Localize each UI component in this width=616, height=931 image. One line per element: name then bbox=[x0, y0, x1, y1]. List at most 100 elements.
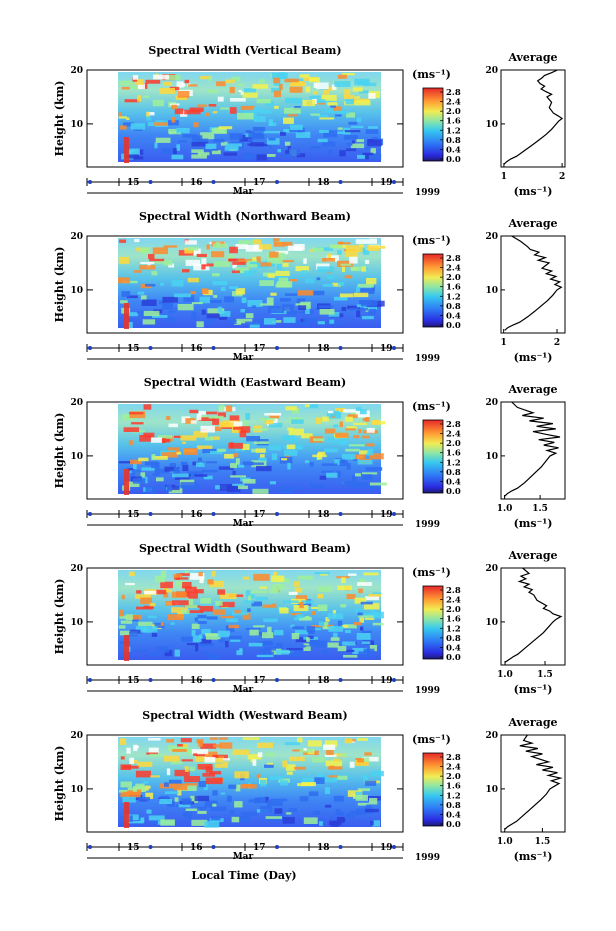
heatmap-cell bbox=[344, 250, 359, 257]
heatmap-cell bbox=[366, 278, 377, 285]
heatmap-cell bbox=[219, 311, 231, 317]
heatmap-cell bbox=[340, 604, 346, 608]
heatmap-cell bbox=[220, 287, 226, 292]
heatmap-cell bbox=[200, 75, 212, 80]
profile-line bbox=[504, 235, 563, 331]
heatmap-cell bbox=[278, 72, 286, 79]
heatmap-cell bbox=[279, 608, 289, 614]
heatmap-cell bbox=[292, 81, 304, 86]
colorbar-tick-label: 0.0 bbox=[446, 820, 461, 830]
profile-y-tick-label: 10 bbox=[485, 452, 498, 462]
x-minor-tick bbox=[88, 678, 92, 682]
heatmap-cell bbox=[282, 435, 296, 441]
heatmap-cell bbox=[191, 302, 203, 305]
heatmap-cell bbox=[173, 466, 180, 474]
heatmap-cell bbox=[228, 442, 243, 449]
heatmap-cell bbox=[245, 244, 262, 252]
heatmap-cell bbox=[363, 250, 370, 255]
heatmap-cell bbox=[269, 251, 279, 258]
heatmap-cell bbox=[170, 622, 175, 625]
heatmap-cell bbox=[146, 116, 152, 121]
heatmap-cell bbox=[201, 628, 211, 635]
heatmap-cell bbox=[186, 610, 204, 613]
heatmap-cell bbox=[259, 79, 265, 84]
heatmap-cell bbox=[357, 758, 364, 763]
heatmap-cell bbox=[298, 290, 314, 296]
colorbar-unit: (ms⁻¹) bbox=[412, 68, 451, 81]
heatmap-cell bbox=[296, 298, 306, 304]
heatmap-cell bbox=[185, 768, 189, 772]
heatmap-cells bbox=[118, 570, 384, 660]
heatmap-cell bbox=[354, 597, 367, 604]
heatmap-cell bbox=[305, 278, 315, 284]
heatmap-cell bbox=[249, 629, 259, 636]
profile-x-tick-label: 1 bbox=[501, 338, 507, 348]
heatmap-cell bbox=[275, 250, 289, 255]
heatmap-cell bbox=[168, 263, 175, 268]
heatmap-cell bbox=[127, 312, 138, 317]
heatmap-cell bbox=[312, 454, 327, 458]
heatmap-cell bbox=[233, 815, 250, 823]
heatmap-cell bbox=[355, 473, 361, 477]
heatmap-cell bbox=[219, 484, 235, 491]
heatmap-cell bbox=[355, 100, 371, 106]
heatmap-cell bbox=[187, 277, 199, 283]
heatmap-cell bbox=[356, 738, 368, 741]
heatmap-cell bbox=[362, 435, 370, 439]
heatmap-cell bbox=[224, 296, 234, 303]
heatmap-cell bbox=[341, 649, 355, 652]
heatmap-cell bbox=[305, 86, 311, 93]
heatmap-cell bbox=[139, 435, 152, 442]
profile-title: Average bbox=[507, 549, 557, 562]
heatmap-cell bbox=[367, 483, 380, 489]
heatmap-cell bbox=[136, 789, 142, 793]
heatmap-cell bbox=[370, 607, 375, 613]
heatmap-cell bbox=[238, 240, 254, 245]
heatmap-cell bbox=[321, 470, 334, 473]
heatmap-cell bbox=[295, 131, 311, 138]
month-label: Mar bbox=[233, 519, 254, 529]
profile-frame bbox=[500, 235, 566, 334]
heatmap-cell bbox=[326, 750, 334, 755]
heatmap-cell bbox=[214, 763, 228, 768]
heatmap-cell bbox=[213, 261, 231, 267]
x-tick-label: 17 bbox=[253, 178, 266, 188]
heatmap-cell bbox=[314, 750, 319, 756]
colorbar-tick-label: 0.8 bbox=[446, 801, 461, 811]
profile-y-tick-label: 20 bbox=[485, 731, 498, 741]
heatmap-cell bbox=[230, 463, 238, 469]
heatmap-cell bbox=[312, 247, 324, 252]
y-tick-label: 20 bbox=[70, 564, 83, 574]
heatmap-cell bbox=[159, 88, 175, 94]
heatmap-cell bbox=[230, 319, 237, 324]
heatmap-cell bbox=[347, 790, 363, 797]
heatmap-cell bbox=[364, 752, 372, 756]
heatmap-cell bbox=[314, 777, 325, 784]
heatmap-cell bbox=[182, 134, 198, 138]
heatmap-cell bbox=[253, 573, 270, 581]
heatmap-cell bbox=[185, 808, 200, 811]
heatmap-cell bbox=[192, 635, 202, 643]
heatmap-cell bbox=[284, 141, 291, 146]
heatmap-cell bbox=[198, 457, 202, 462]
heatmap-cell bbox=[252, 127, 266, 132]
profile-y-tick-label: 20 bbox=[485, 66, 498, 76]
heatmap-cell bbox=[289, 86, 303, 93]
heatmap-cell bbox=[349, 482, 367, 488]
heatmap-cell bbox=[351, 740, 355, 743]
x-minor-tick bbox=[88, 346, 92, 350]
y-tick-label: 20 bbox=[70, 731, 83, 741]
heatmap-cell bbox=[241, 297, 247, 303]
heatmap-cell bbox=[327, 276, 335, 280]
heatmap-cell bbox=[351, 95, 355, 99]
heatmap-cell bbox=[329, 244, 343, 249]
heatmap-cell bbox=[181, 609, 190, 614]
y-tick-label: 10 bbox=[70, 452, 83, 462]
heatmap-cell bbox=[129, 411, 146, 419]
heatmap-cell bbox=[298, 305, 307, 310]
heatmap-cell bbox=[368, 139, 377, 143]
heatmap-cell bbox=[324, 448, 338, 453]
colorbar-tick-label: 1.2 bbox=[446, 458, 461, 468]
heatmap-cell bbox=[344, 135, 358, 140]
